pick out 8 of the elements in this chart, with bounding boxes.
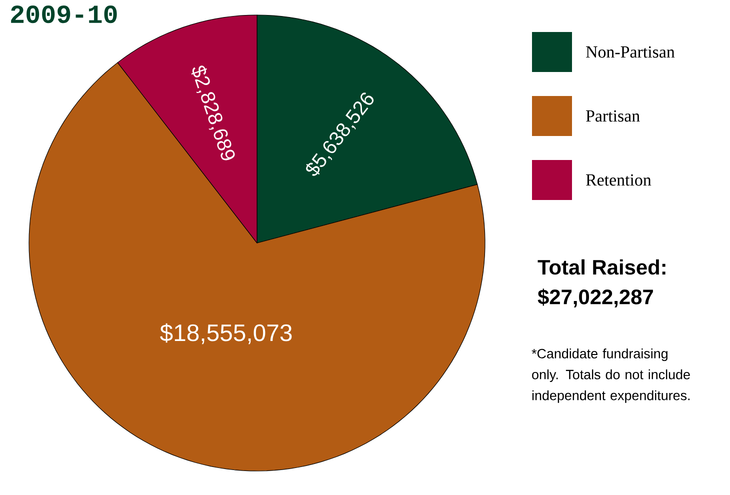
legend-label: Non-Partisan — [586, 46, 675, 58]
legend-label: Retention — [586, 174, 652, 186]
text: $27,022,287 — [538, 288, 653, 308]
chart-title: 2009-10 — [11, 6, 117, 24]
data-label: $18,555,073 — [160, 323, 292, 344]
text: Total Raised: — [538, 259, 666, 275]
legend-label: Partisan — [586, 110, 640, 122]
text: *Candidate fundraising only. Totals do not include independent expenditures. — [532, 348, 690, 403]
